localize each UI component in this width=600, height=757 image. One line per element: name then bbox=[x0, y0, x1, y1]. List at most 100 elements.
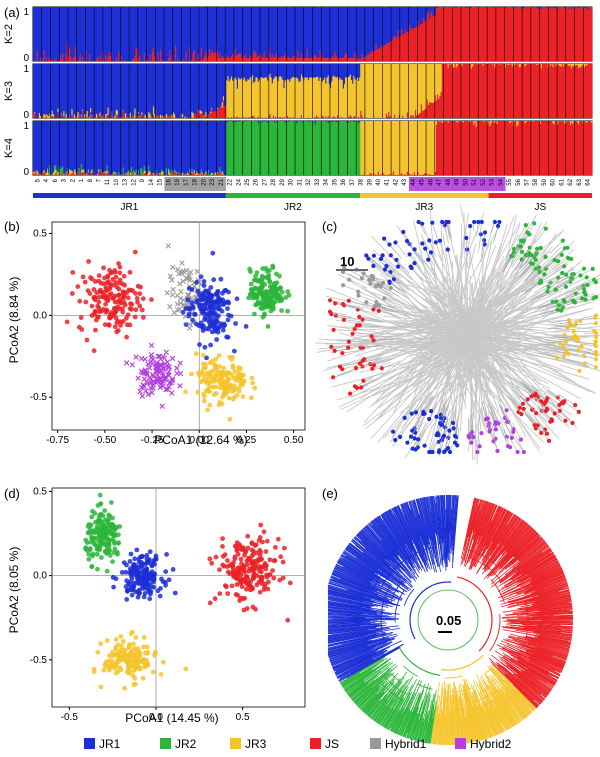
admixture-bar bbox=[282, 64, 284, 81]
admixture-bar bbox=[466, 8, 468, 61]
admixture-bar bbox=[191, 64, 193, 112]
admixture-bar bbox=[325, 58, 327, 61]
point-Hybrid2 bbox=[163, 349, 169, 355]
admixture-bar bbox=[277, 64, 280, 82]
admixture-bar bbox=[254, 7, 256, 52]
point-JS bbox=[75, 284, 81, 289]
admixture-bar bbox=[480, 7, 482, 61]
group-label: JR3 bbox=[415, 202, 433, 213]
point-JR1 bbox=[212, 310, 218, 316]
network-node-JR1 bbox=[427, 416, 432, 422]
admixture-bar bbox=[553, 8, 556, 61]
admixture-bar bbox=[418, 113, 420, 118]
network-node-JR3 bbox=[571, 335, 576, 340]
point-JR3 bbox=[226, 370, 232, 376]
point-JR1 bbox=[183, 322, 189, 327]
network-edge bbox=[347, 304, 486, 362]
point-Hybrid2 bbox=[139, 393, 146, 399]
admixture-bar bbox=[123, 64, 126, 114]
admixture-bar bbox=[465, 8, 467, 62]
admixture-bar bbox=[463, 64, 466, 118]
network-node-JR2 bbox=[561, 298, 566, 303]
admixture-bar bbox=[532, 121, 535, 175]
admixture-bar bbox=[149, 7, 151, 56]
admixture-bar bbox=[261, 77, 263, 118]
admixture-bar bbox=[127, 121, 129, 172]
admixture-bar bbox=[440, 7, 443, 61]
network-edge bbox=[530, 290, 548, 301]
network-edge bbox=[430, 252, 439, 270]
network-edge bbox=[339, 361, 360, 367]
admixture-bar bbox=[349, 7, 352, 59]
network-edge bbox=[532, 397, 547, 412]
network-edge bbox=[555, 274, 573, 285]
admixture-bar bbox=[86, 111, 89, 118]
admixture-bar bbox=[328, 58, 331, 61]
admixture-bar bbox=[587, 121, 589, 175]
admixture-bar bbox=[363, 121, 366, 175]
admixture-bar bbox=[236, 88, 239, 117]
admixture-bar bbox=[470, 7, 473, 9]
admixture-bar bbox=[242, 58, 245, 61]
admixture-bar bbox=[239, 117, 241, 118]
admixture-bar bbox=[253, 83, 255, 116]
admixture-bar bbox=[159, 7, 162, 50]
network-edge bbox=[469, 224, 521, 356]
network-node-JR1 bbox=[430, 449, 435, 455]
admixture-bar bbox=[249, 56, 252, 61]
admixture-bar bbox=[568, 9, 571, 61]
point-JR2 bbox=[249, 288, 255, 294]
admixture-bar bbox=[321, 64, 324, 82]
admixture-bar bbox=[168, 64, 170, 117]
admixture-bar bbox=[414, 64, 417, 110]
point-JR3 bbox=[250, 380, 256, 386]
admixture-bar bbox=[59, 55, 62, 61]
admixture-bar bbox=[83, 121, 85, 170]
admixture-bar bbox=[251, 121, 254, 175]
admixture-bar bbox=[46, 170, 49, 175]
admixture-bar bbox=[470, 64, 473, 69]
network-node-JR1 bbox=[482, 238, 487, 243]
admixture-bar bbox=[305, 77, 307, 118]
network-edge bbox=[511, 240, 522, 257]
admixture-bar bbox=[335, 121, 338, 123]
network-edge bbox=[473, 291, 481, 345]
network-edge bbox=[362, 319, 383, 323]
admixture-bar bbox=[525, 7, 528, 61]
admixture-bar bbox=[557, 121, 559, 125]
network-edge bbox=[557, 338, 578, 341]
admixture-bar bbox=[447, 122, 450, 175]
network-edge bbox=[432, 222, 439, 241]
admixture-bar bbox=[122, 110, 125, 112]
admixture-bar bbox=[312, 77, 314, 118]
network-node-JR2 bbox=[537, 265, 542, 270]
network-edge bbox=[508, 392, 520, 408]
point-JR3 bbox=[234, 378, 239, 383]
admixture-bar bbox=[552, 66, 554, 118]
network-edge bbox=[538, 289, 557, 300]
admixture-bar bbox=[86, 7, 89, 61]
admixture-bar bbox=[433, 121, 436, 175]
admixture-bar bbox=[152, 173, 155, 175]
admixture-bar bbox=[212, 7, 214, 54]
admixture-bar bbox=[403, 7, 405, 35]
admixture-bar bbox=[545, 64, 547, 118]
admixture-bar bbox=[461, 66, 464, 118]
admixture-bar bbox=[302, 58, 304, 61]
network-node-JR2 bbox=[545, 289, 550, 294]
admixture-bar bbox=[67, 64, 70, 118]
admixture-bar bbox=[213, 121, 215, 175]
admixture-bar bbox=[389, 121, 391, 175]
admixture-bar bbox=[52, 114, 55, 117]
admixture-bar bbox=[431, 7, 433, 12]
admixture-bar bbox=[383, 7, 385, 46]
admixture-bar bbox=[272, 7, 275, 59]
network-node-JR1 bbox=[393, 240, 398, 245]
network-edge bbox=[429, 240, 437, 258]
admixture-bar bbox=[555, 66, 558, 118]
admixture-bar bbox=[226, 121, 228, 123]
admixture-bar bbox=[159, 172, 162, 175]
admixture-bar bbox=[176, 173, 178, 175]
admixture-bar bbox=[417, 7, 419, 22]
network-edge bbox=[381, 360, 401, 369]
